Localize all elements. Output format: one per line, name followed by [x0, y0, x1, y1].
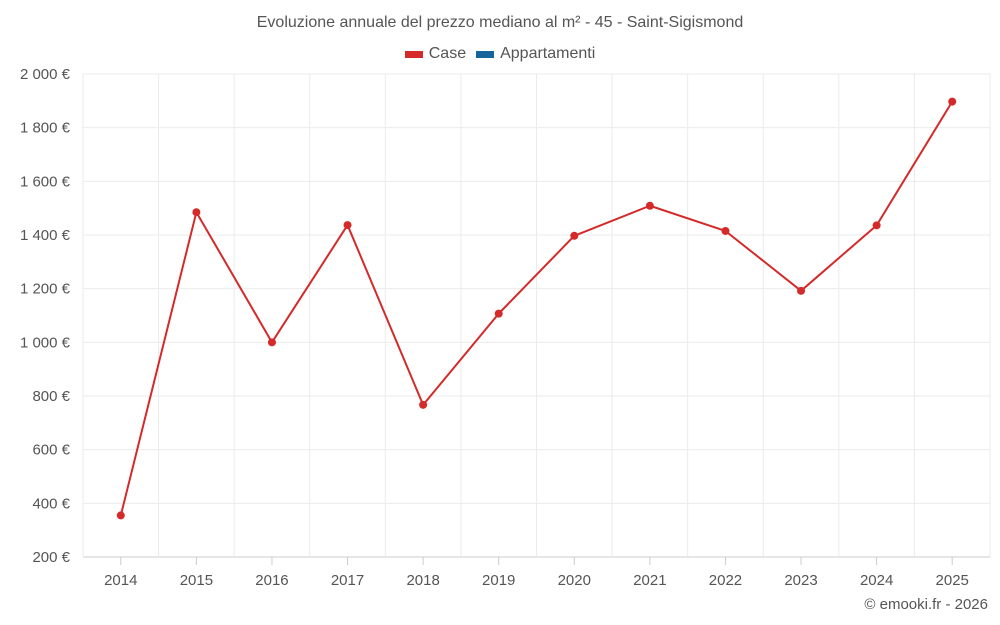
y-axis: 200 € 400 € 600 € 800 € 1 000 € 1 200 € 1 400 … [20, 66, 71, 566]
y-tick-label: 2 000 € [20, 66, 71, 83]
data-point-2021 [645, 201, 654, 210]
x-tick-label: 2015 [180, 572, 213, 589]
x-tick-label: 2020 [558, 572, 591, 589]
data-point-2020 [570, 231, 579, 240]
data-point-2022 [721, 226, 730, 235]
data-point-2018 [419, 400, 428, 409]
x-tick-label: 2021 [633, 572, 666, 589]
data-point-2017 [343, 221, 352, 230]
y-tick-label: 600 € [32, 442, 70, 459]
y-tick-label: 1 400 € [20, 227, 71, 244]
x-axis: 2014 2015 2016 2017 2018 2019 2020 2021 2022 2023… [104, 557, 969, 589]
legend: Case Appartamenti [0, 45, 1000, 63]
chart-title: Evoluzione annuale del prezzo mediano al… [256, 14, 744, 31]
y-tick-label: 200 € [32, 549, 70, 566]
x-tick-label: 2017 [331, 572, 364, 589]
y-tick-label: 1 000 € [20, 334, 71, 351]
data-point-2014 [116, 511, 125, 520]
y-tick-label: 400 € [32, 495, 70, 512]
y-tick-label: 800 € [32, 388, 70, 405]
data-point-2016 [267, 338, 276, 347]
y-tick-label: 1 800 € [20, 120, 71, 137]
grid-lines [82, 73, 991, 558]
data-point-2025 [948, 97, 957, 106]
x-tick-label: 2018 [406, 572, 439, 589]
series-line-case [119, 101, 954, 516]
legend-swatch-appartamenti [476, 50, 495, 58]
data-point-2023 [797, 286, 806, 295]
y-tick-label: 1 200 € [20, 281, 71, 298]
legend-label-appartamenti: Appartamenti [500, 45, 596, 62]
data-point-2024 [872, 221, 881, 230]
legend-swatch-case [404, 50, 423, 58]
legend-label-case: Case [428, 45, 467, 62]
x-tick-label: 2024 [860, 572, 893, 589]
y-tick-label: 1 600 € [20, 173, 71, 190]
data-point-2019 [494, 309, 503, 318]
x-tick-label: 2022 [709, 572, 742, 589]
x-tick-label: 2014 [104, 572, 137, 589]
x-tick-label: 2023 [784, 572, 817, 589]
legend-item-case[interactable]: Case [404, 45, 467, 63]
data-point-2015 [192, 208, 201, 217]
series-layer [116, 97, 957, 520]
x-tick-label: 2025 [936, 572, 969, 589]
credit-text: © emooki.fr - 2026 [864, 596, 988, 613]
x-tick-label: 2019 [482, 572, 515, 589]
x-tick-label: 2016 [255, 572, 288, 589]
legend-item-appartamenti[interactable]: Appartamenti [476, 45, 595, 63]
